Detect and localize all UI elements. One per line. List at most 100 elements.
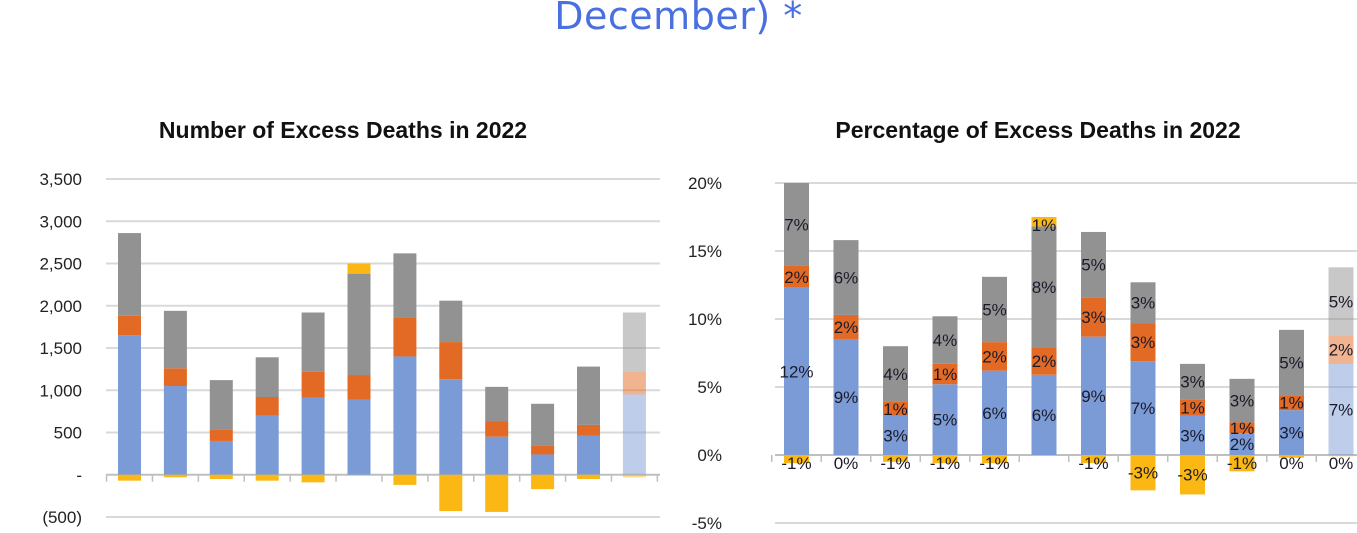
bar-segment-yellow [982,455,1007,464]
data-label-blue: 3% [883,426,908,445]
bar-segment-yellow [439,474,463,512]
bar-segment-yellow [347,263,371,274]
y-tick-label: 5% [697,378,722,397]
data-label-blue: 6% [982,404,1007,423]
bar-segment-yellow [393,474,417,485]
data-label-yellow: -1% [979,454,1009,473]
data-label-orange: 1% [883,400,908,419]
data-label-orange: 3% [1081,308,1106,327]
data-label-yellow: -1% [1078,454,1108,473]
bar-segment-yellow [784,455,809,464]
bar-segment-yellow [118,474,141,481]
data-label-gray: 3% [1230,392,1255,411]
bar-segment-gray [1031,226,1057,348]
bar-segment-orange [1229,422,1255,434]
bar-segment-orange [1031,347,1057,375]
bar-segment-yellow [1328,455,1354,457]
bar-segment-gray [485,386,509,422]
data-label-blue: 5% [933,411,958,430]
bar-segment-orange [833,314,859,340]
data-label-blue: 7% [1131,399,1156,418]
bar-segment-orange [439,342,463,380]
bar-segment-orange [1279,395,1304,411]
data-label-gray: 4% [933,331,958,350]
bar-segment-orange [1180,399,1205,416]
bar-segment-gray [622,312,646,372]
bar-segment-orange [118,315,141,336]
bar-segment-orange [163,368,187,387]
data-label-yellow: 0% [834,454,859,473]
bar-segment-gray [1081,231,1106,298]
data-label-orange: 1% [1230,419,1255,438]
data-label-blue: 2% [1230,435,1255,454]
bar-segment-blue [301,397,325,475]
bar-segment-gray [784,183,809,266]
data-label-yellow: -3% [1128,464,1158,483]
data-label-gray: 4% [883,365,908,384]
bar-segment-blue [1130,361,1156,455]
data-label-gray: 6% [834,269,859,288]
bar-segment-gray [439,300,463,343]
data-label-blue: 7% [1329,400,1354,419]
bar-segment-gray [393,253,417,318]
y-tick-label: 1,500 [39,339,82,358]
bar-segment-orange [883,401,908,416]
bar-segment-yellow [255,474,279,481]
data-label-gray: 7% [784,215,809,234]
y-tick-label: 3,500 [39,170,82,189]
bar-segment-orange [784,265,809,288]
y-tick-label: -5% [692,514,722,533]
y-tick-label: (500) [42,508,82,527]
bar-segment-gray [1130,282,1156,324]
bar-segment-orange [485,421,509,437]
bar-segment-yellow [622,474,646,478]
data-label-gray: 5% [1329,292,1354,311]
bar-segment-yellow [163,474,187,478]
y-tick-label: 10% [688,310,722,329]
y-tick-label: 500 [54,424,82,443]
data-label-blue: 12% [779,362,813,381]
bar-segment-orange [622,371,646,395]
y-tick-label: - [76,466,82,485]
bar-segment-gray [577,366,600,425]
bar-segment-blue [209,440,233,475]
data-label-blue: 6% [1032,406,1057,425]
bar-segment-gray [255,357,279,398]
y-tick-label: 2,500 [39,255,82,274]
data-label-blue: 9% [834,388,859,407]
bar-segment-orange [1081,297,1106,337]
bar-segment-orange [932,363,958,385]
bar-segment-orange [577,424,600,436]
data-label-yellow: 0% [1329,454,1354,473]
bar-segment-blue [1180,415,1205,455]
bar-segment-blue [1031,374,1057,455]
bar-segment-gray [1328,267,1354,336]
bar-segment-gray [531,403,555,446]
bar-segment-orange [1328,335,1354,364]
bar-segment-blue [1229,433,1255,455]
bar-segment-gray [833,240,859,315]
bar-segment-orange [347,375,371,400]
data-label-gray: 5% [1081,256,1106,275]
bar-segment-gray [1229,378,1255,423]
bar-segment-blue [1279,410,1304,455]
data-label-yellow: -1% [1227,454,1257,473]
bar-segment-blue [118,335,141,475]
bar-segment-gray [982,276,1007,343]
bar-segment-yellow [485,474,509,512]
bar-segment-blue [393,356,417,475]
bar-segment-gray [883,346,908,402]
bar-segment-blue [1328,363,1354,455]
bar-segment-gray [932,316,958,364]
bar-segment-yellow [932,455,958,464]
data-label-orange: 2% [1329,341,1354,360]
y-tick-label: 15% [688,242,722,261]
data-label-orange: 2% [784,268,809,287]
data-label-gray: 8% [1032,278,1057,297]
y-tick-label: 20% [688,174,722,193]
bar-segment-orange [209,429,233,441]
chart-title-number: Number of Excess Deaths in 2022 [159,117,527,143]
data-label-blue: 3% [1279,424,1304,443]
data-label-yellow: 0% [1279,454,1304,473]
data-label-orange: 1% [933,365,958,384]
